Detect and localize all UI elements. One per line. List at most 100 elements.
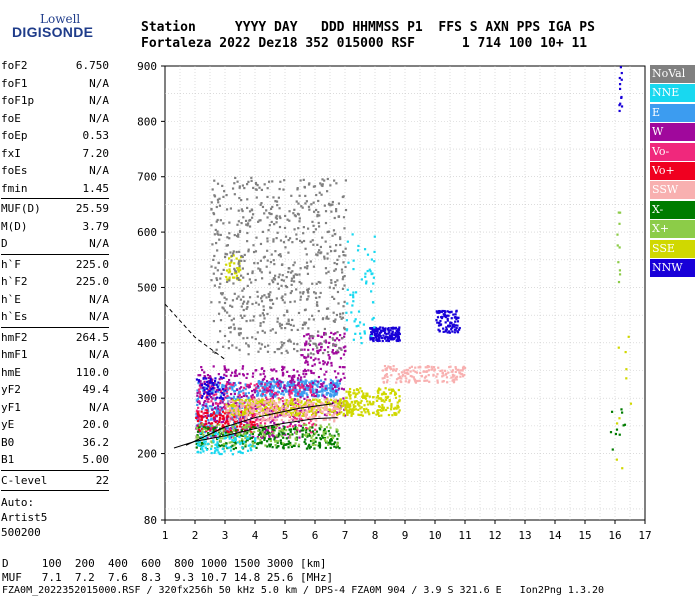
echo-point (223, 437, 226, 440)
echo-point (372, 400, 375, 404)
echo-point (204, 396, 207, 399)
echo-point (222, 268, 225, 272)
echo-point (328, 341, 331, 344)
echo-point (306, 411, 309, 414)
echo-point (248, 278, 251, 281)
echo-point (261, 295, 264, 298)
echo-point (327, 354, 330, 357)
echo-point (238, 435, 241, 438)
echo-point (210, 385, 213, 388)
echo-point (424, 375, 428, 378)
echo-point (382, 380, 385, 384)
echo-point (231, 453, 234, 456)
echo-point (244, 432, 247, 435)
echo-point (389, 392, 392, 395)
echo-point (318, 361, 321, 364)
echo-point (313, 185, 317, 188)
echo-point (339, 334, 342, 337)
echo-point (255, 401, 258, 404)
echo-point (203, 389, 206, 392)
echo-point (213, 451, 216, 455)
echo-point (200, 418, 203, 421)
echo-point (211, 387, 214, 390)
x-tick-label: 16 (608, 529, 621, 542)
autoscaling-info: Auto: Artist5 500200 (1, 495, 109, 540)
echo-point (387, 332, 390, 335)
echo-point (267, 180, 271, 183)
echo-point (410, 365, 413, 368)
echo-point (340, 387, 344, 390)
echo-point (243, 441, 246, 444)
echo-point (215, 409, 219, 413)
echo-point (332, 404, 335, 408)
echo-point (424, 366, 427, 369)
echo-point (432, 365, 436, 369)
echo-point (294, 428, 297, 431)
echo-point (323, 257, 326, 260)
echo-point (269, 399, 272, 402)
echo-point (290, 381, 293, 384)
echo-point (352, 259, 355, 262)
echo-point (384, 396, 388, 399)
echo-point (197, 417, 200, 420)
echo-point (324, 385, 327, 388)
echo-point (292, 368, 295, 372)
echo-point (348, 408, 352, 411)
echo-point (451, 324, 454, 327)
echo-point (286, 370, 289, 373)
echo-point (282, 393, 285, 396)
echo-point (216, 182, 220, 185)
echo-point (357, 324, 360, 327)
echo-point (219, 319, 223, 322)
echo-point (438, 321, 441, 325)
echo-point (326, 436, 329, 439)
echo-point (451, 370, 454, 373)
echo-point (308, 404, 311, 407)
echo-point (329, 426, 332, 429)
echo-point (296, 188, 299, 191)
echo-point (217, 412, 220, 415)
echo-point (256, 404, 259, 407)
echo-point (346, 302, 349, 305)
echo-point (262, 433, 265, 436)
echo-point (281, 343, 284, 347)
echo-point (414, 366, 417, 369)
echo-point (282, 447, 285, 450)
echo-point (618, 104, 621, 107)
echo-point (456, 320, 460, 323)
echo-point (241, 302, 245, 305)
echo-point (284, 293, 287, 296)
echo-point (387, 365, 390, 368)
echo-point (212, 440, 215, 443)
echo-point (343, 284, 346, 287)
echo-point (215, 448, 218, 451)
echo-point (200, 438, 203, 441)
echo-point (254, 188, 257, 191)
echo-point (288, 428, 291, 431)
echo-point (212, 402, 215, 405)
param-hEs: h`Es N/A (1, 310, 109, 323)
echo-point (208, 389, 211, 392)
echo-point (221, 447, 224, 451)
echo-point (446, 317, 449, 320)
echo-point (241, 373, 245, 376)
echo-point (317, 408, 320, 411)
param-group-muf: MUF(D) 25.59 M(D) 3.79 D N/A (1, 200, 109, 253)
echo-point (308, 182, 311, 185)
echo-point (267, 426, 270, 429)
echo-point (319, 367, 322, 371)
echo-point (218, 388, 221, 391)
echo-point (272, 432, 275, 435)
echo-point (292, 264, 295, 267)
echo-point (215, 393, 218, 396)
echo-point (287, 270, 290, 274)
echo-point (201, 427, 204, 430)
echo-point (312, 416, 316, 419)
echo-point (428, 380, 431, 383)
echo-point (396, 404, 400, 407)
echo-point (226, 435, 229, 438)
echo-point (254, 426, 257, 429)
echo-point (240, 386, 243, 389)
echo-point (337, 412, 341, 415)
echo-point (300, 405, 304, 408)
